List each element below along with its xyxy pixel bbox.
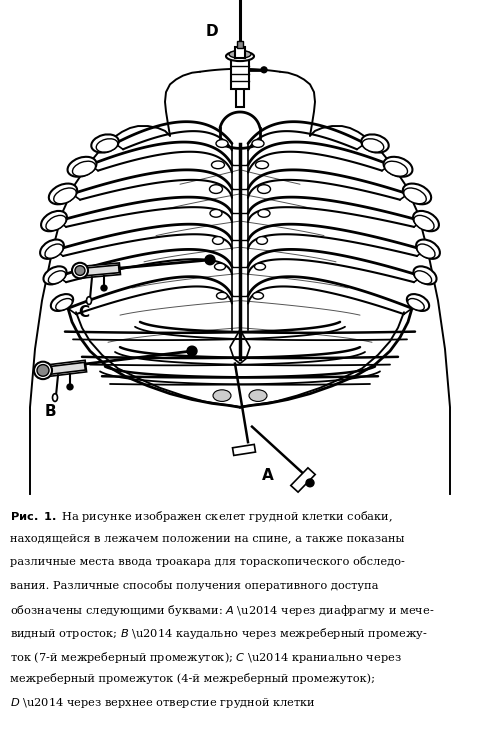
Ellipse shape [256,236,267,245]
Ellipse shape [255,161,268,168]
Text: вания. Различные способы получения оперативного доступа: вания. Различные способы получения опера… [10,580,378,590]
Ellipse shape [362,139,384,153]
Ellipse shape [257,185,271,193]
Ellipse shape [252,140,264,147]
Ellipse shape [249,390,267,402]
Text: находящейся в лежачем положении на спине, а также показаны: находящейся в лежачем положении на спине… [10,533,404,543]
Bar [46,360,86,377]
Ellipse shape [56,298,72,310]
Bar [81,265,120,276]
Circle shape [101,285,107,291]
Text: различные места ввода троакара для тораскопического обследо-: различные места ввода троакара для торас… [10,556,405,567]
Ellipse shape [210,209,222,217]
Ellipse shape [212,161,225,168]
Ellipse shape [37,365,49,376]
Circle shape [205,255,215,265]
Text: A: A [262,467,274,482]
Ellipse shape [213,390,231,402]
Circle shape [67,384,73,390]
Ellipse shape [361,134,389,153]
Text: обозначены следующими буквами: $\mathit{A}$ \u2014 через диафрагму и мече-: обозначены следующими буквами: $\mathit{… [10,603,434,618]
Bar [47,362,85,374]
Ellipse shape [216,140,228,147]
Bar [80,263,120,278]
Ellipse shape [404,188,426,204]
Ellipse shape [384,162,408,176]
Ellipse shape [48,271,66,284]
Ellipse shape [413,267,436,285]
Text: $\mathit{D}$ \u2014 через верхнее отверстие грудной клетки: $\mathit{D}$ \u2014 через верхнее отверс… [10,696,315,710]
Ellipse shape [215,263,226,270]
Ellipse shape [86,297,92,304]
Ellipse shape [252,292,264,299]
Polygon shape [230,330,250,364]
Bar [291,468,315,492]
Ellipse shape [216,292,228,299]
Ellipse shape [416,239,440,259]
Ellipse shape [408,298,424,310]
Text: C: C [78,305,90,319]
Ellipse shape [40,239,64,259]
Text: B: B [44,404,56,418]
Ellipse shape [258,209,270,217]
Bar [237,41,243,48]
Ellipse shape [91,134,119,153]
Ellipse shape [44,267,67,285]
Ellipse shape [46,215,66,230]
Ellipse shape [41,211,67,231]
Circle shape [306,479,314,487]
Ellipse shape [54,188,76,204]
Ellipse shape [384,157,412,177]
Ellipse shape [403,183,431,205]
Ellipse shape [72,263,88,279]
Text: $\mathbf{Рис.\ 1.}$ На рисунке изображен скелет грудной клетки собаки,: $\mathbf{Рис.\ 1.}$ На рисунке изображен… [10,510,393,525]
Ellipse shape [226,51,254,61]
Text: D: D [206,23,218,39]
Ellipse shape [49,183,77,205]
Text: видный отросток; $\mathit{B}$ \u2014 каудально через межреберный промежу-: видный отросток; $\mathit{B}$ \u2014 кау… [10,627,427,641]
Circle shape [261,67,267,72]
Ellipse shape [52,393,58,402]
Ellipse shape [72,162,96,176]
Ellipse shape [213,236,224,245]
Ellipse shape [414,215,434,230]
Text: межреберный промежуток (4-й межреберный промежуток);: межреберный промежуток (4-й межреберный … [10,673,374,684]
Ellipse shape [413,211,439,231]
Ellipse shape [68,157,96,177]
Ellipse shape [209,185,223,193]
Ellipse shape [417,244,435,258]
Text: ток (7-й межреберный промежуток); $\mathit{C}$ \u2014 краниально через: ток (7-й межреберный промежуток); $\math… [10,649,401,664]
Ellipse shape [75,266,85,276]
Ellipse shape [96,139,118,153]
Ellipse shape [254,263,265,270]
Bar [235,47,245,58]
Ellipse shape [229,51,251,58]
Ellipse shape [45,244,63,258]
Circle shape [187,346,197,356]
Ellipse shape [51,294,73,311]
Bar [232,445,255,455]
Bar [231,58,249,89]
FancyBboxPatch shape [236,85,244,106]
Ellipse shape [34,362,52,379]
Ellipse shape [407,294,429,311]
Ellipse shape [414,271,432,284]
